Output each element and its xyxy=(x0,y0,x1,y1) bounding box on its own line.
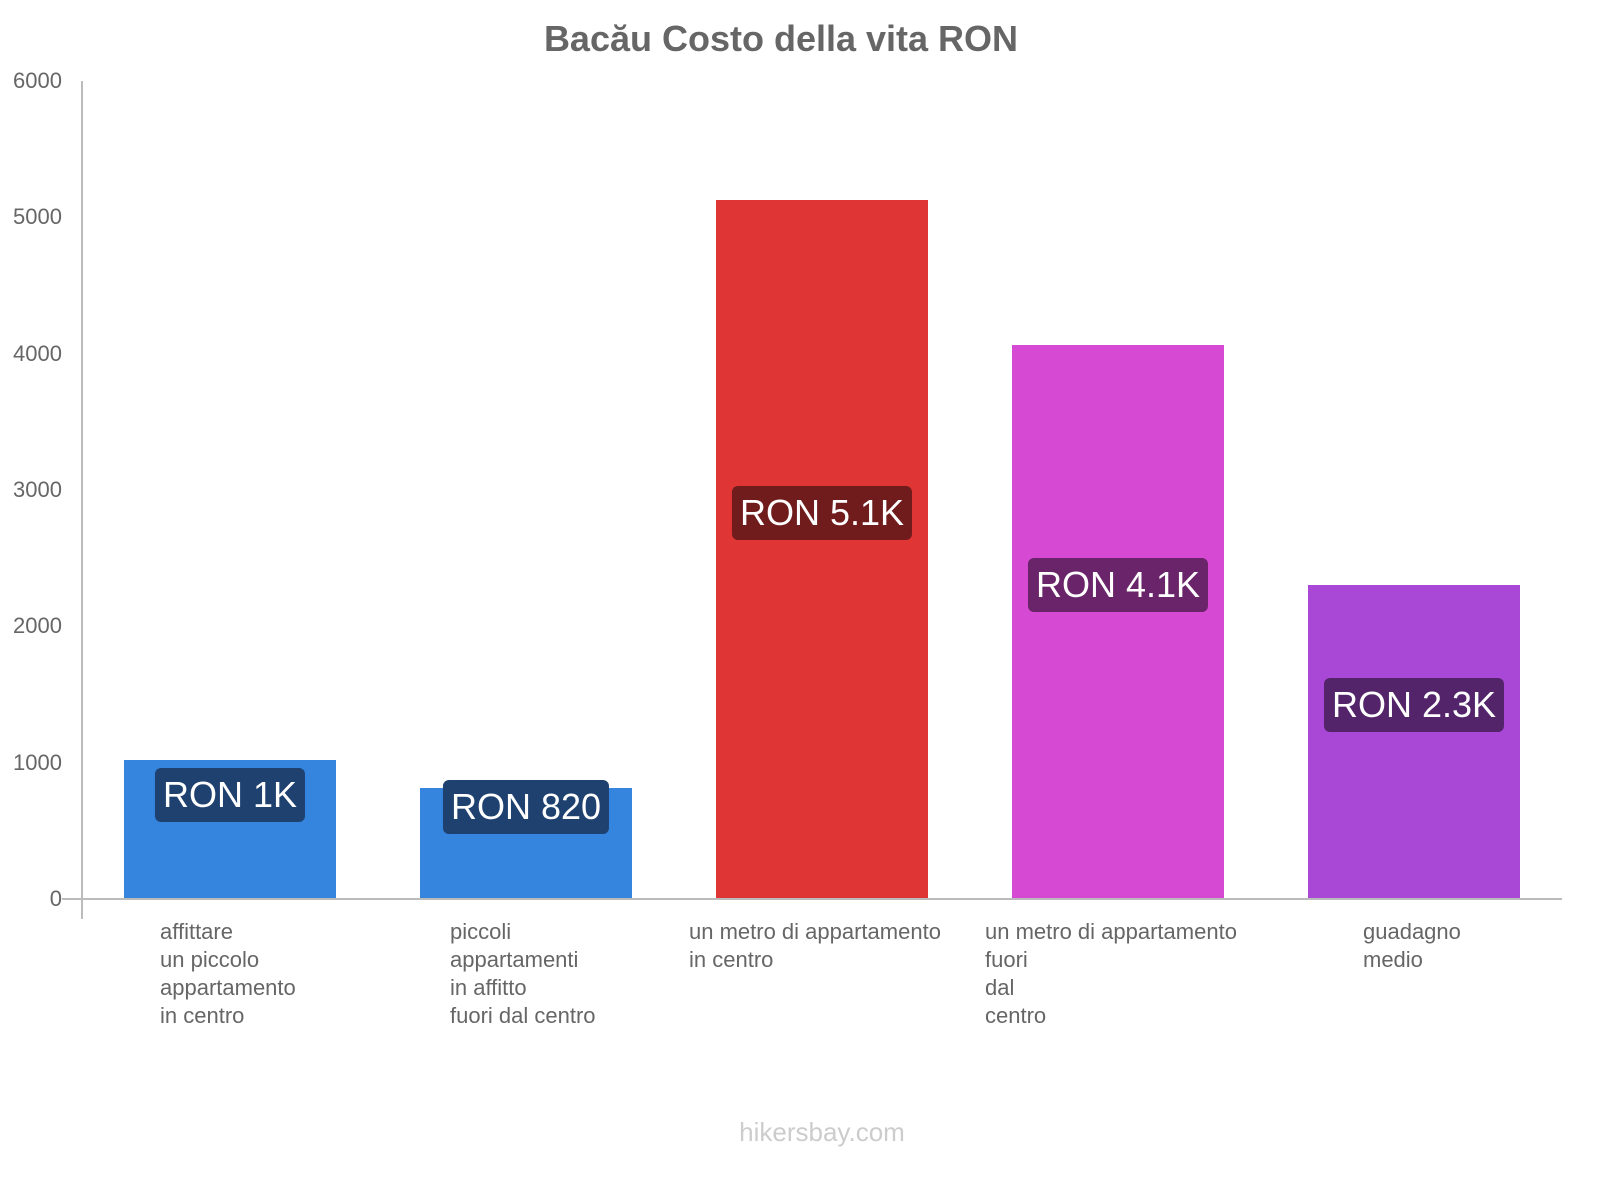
x-axis-line xyxy=(62,898,1562,900)
bar[interactable]: RON 2.3K xyxy=(1308,585,1520,899)
x-category-label: piccoli appartamenti in affitto fuori da… xyxy=(450,919,596,1028)
y-tick-label: 4000 xyxy=(13,340,62,366)
footer-watermark: hikersbay.com xyxy=(739,1117,905,1147)
bar-value-label: RON 820 xyxy=(442,780,610,834)
bar[interactable]: RON 1K xyxy=(124,759,336,899)
y-tick-label: 6000 xyxy=(13,68,62,93)
bar[interactable]: RON 5.1K xyxy=(716,199,928,899)
y-axis-line xyxy=(81,81,83,919)
x-category-label: un metro di appartamento in centro xyxy=(689,919,941,972)
x-category-label: guadagno medio xyxy=(1363,919,1461,972)
x-category-label: affittare un piccolo appartamento in cen… xyxy=(160,919,296,1028)
bar-value-label: RON 4.1K xyxy=(1027,558,1209,612)
bar-value-label: RON 5.1K xyxy=(731,486,913,540)
bar[interactable]: RON 4.1K xyxy=(1012,344,1224,899)
bar[interactable]: RON 820 xyxy=(420,780,632,899)
bar-value-label: RON 2.3K xyxy=(1323,678,1505,732)
y-tick-label: 2000 xyxy=(13,613,62,639)
bar-value-label: RON 1K xyxy=(154,768,306,822)
y-tick-label: 1000 xyxy=(13,749,62,775)
chart-title: Bacău Costo della vita RON xyxy=(543,18,1019,59)
y-tick-label: 5000 xyxy=(13,204,62,230)
plot-area: RON 1K RON 820 RON 5.1K RON 4.1K RON 2.3K xyxy=(82,81,1562,899)
y-tick-label: 3000 xyxy=(13,477,62,502)
x-category-label: un metro di appartamento fuori dal centr… xyxy=(985,919,1237,1028)
y-tick-label: 0 xyxy=(49,886,62,911)
